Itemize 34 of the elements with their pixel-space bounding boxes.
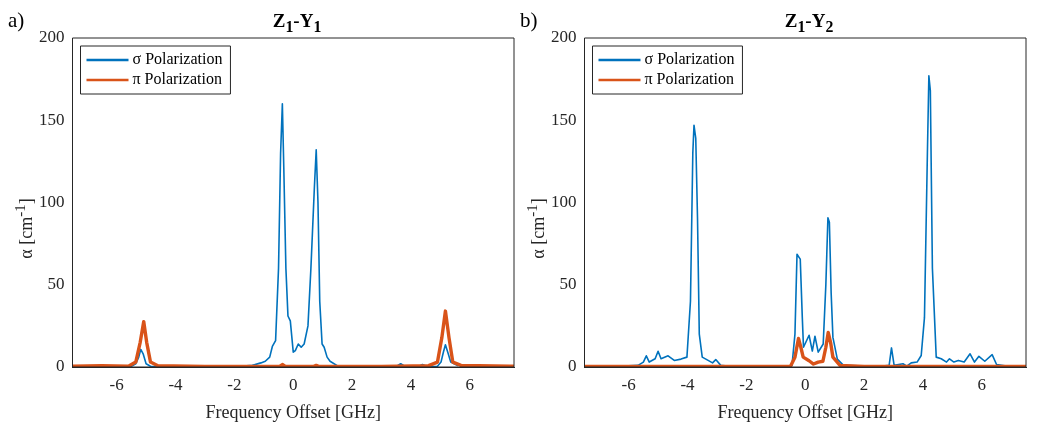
y-tick-label: 50 (559, 274, 577, 294)
x-tick-label: -4 (680, 374, 696, 394)
y-tick-label: 100 (551, 191, 577, 211)
x-tick-label: 4 (406, 374, 416, 394)
legend-label: σ Polarization (644, 50, 735, 68)
y-tick-label: 150 (551, 109, 577, 129)
y-tick-label: 200 (39, 27, 65, 47)
x-axis-title: Frequency Offset [GHz] (717, 401, 894, 422)
x-tick-label: 2 (859, 374, 869, 394)
y-tick-label: 0 (568, 356, 577, 376)
y-tick-label: 100 (39, 191, 65, 211)
x-tick-label: 6 (465, 374, 475, 394)
text: b) (520, 8, 538, 33)
y-tick-label: 200 (551, 27, 577, 47)
x-tick-label: -6 (621, 374, 636, 394)
x-tick-label: -2 (227, 374, 242, 394)
x-axis-title: Frequency Offset [GHz] (205, 401, 382, 422)
x-tick-label: -2 (739, 374, 754, 394)
x-tick-label: 2 (347, 374, 357, 394)
text: a) (8, 8, 25, 33)
legend-label: σ Polarization (132, 50, 223, 68)
legend-label: π Polarization (132, 70, 222, 88)
x-tick-label: 4 (918, 374, 928, 394)
x-tick-label: 6 (977, 374, 987, 394)
x-tick-label: 0 (801, 374, 810, 394)
y-tick-label: 50 (47, 274, 65, 294)
x-tick-label: 0 (289, 374, 298, 394)
chart-title: Z$_{1}$-Y$_{2}$ (783, 10, 835, 36)
y-tick-label: 150 (39, 109, 65, 129)
x-tick-label: -6 (109, 374, 124, 394)
x-tick-label: -4 (168, 374, 184, 394)
chart-title: Z$_{1}$-Y$_{1}$ (271, 10, 323, 36)
legend-label: π Polarization (644, 70, 734, 88)
y-tick-label: 0 (56, 356, 65, 376)
